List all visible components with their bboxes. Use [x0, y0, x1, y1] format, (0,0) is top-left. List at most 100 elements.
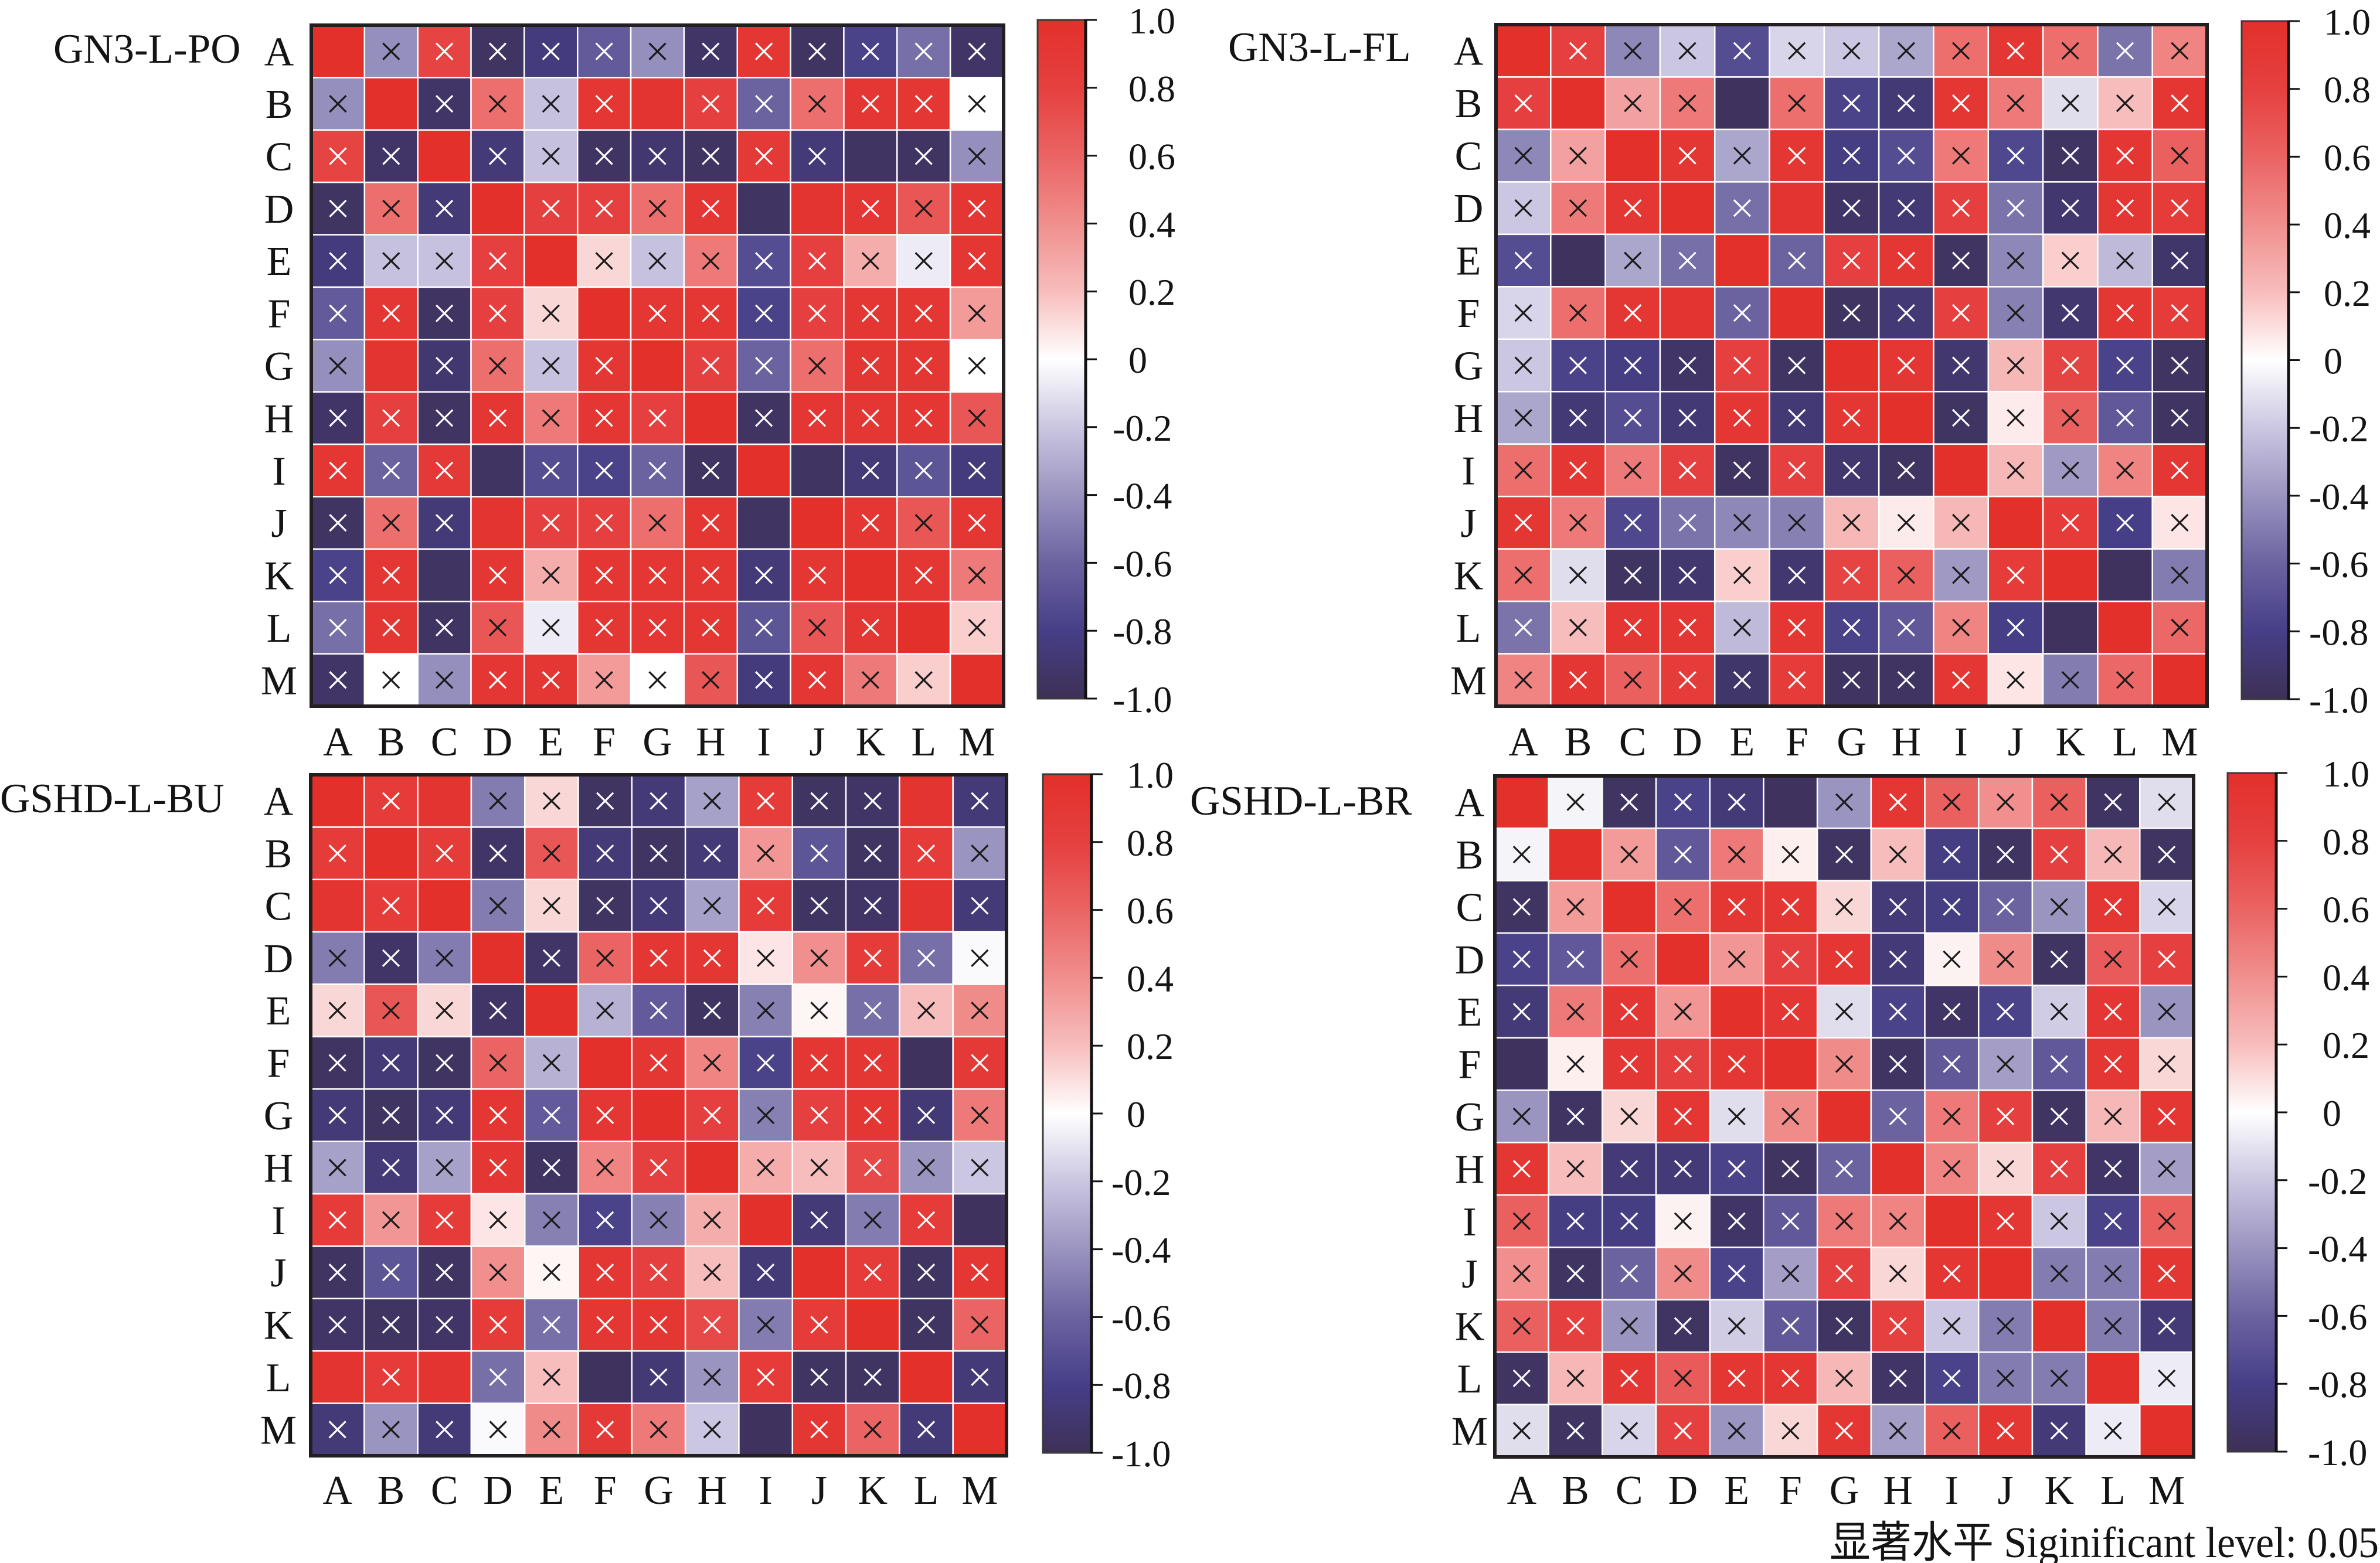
not-significant-x-icon [863, 844, 882, 863]
not-significant-x-icon [702, 356, 720, 375]
not-significant-x-icon [542, 461, 560, 479]
row-label: G [264, 1094, 294, 1139]
not-significant-x-icon [382, 1002, 400, 1020]
not-significant-x-icon [1897, 356, 1915, 374]
not-significant-x-icon [1943, 1317, 1961, 1335]
not-significant-x-icon [1781, 1212, 1800, 1230]
row-label: J [271, 501, 287, 546]
not-significant-x-icon [328, 844, 346, 863]
not-significant-x-icon [2171, 147, 2189, 165]
not-significant-x-icon [595, 42, 613, 60]
not-significant-x-icon [755, 304, 773, 322]
not-significant-x-icon [1674, 793, 1692, 811]
not-significant-x-icon [914, 566, 933, 584]
not-significant-x-icon [1835, 793, 1854, 811]
not-significant-x-icon [650, 949, 668, 967]
not-significant-x-icon [861, 252, 880, 270]
not-significant-x-icon [1951, 513, 1970, 532]
not-significant-x-icon [863, 1002, 882, 1020]
column-label: F [1786, 720, 1808, 765]
heatmap-cell [1713, 233, 1770, 288]
colorbar-tick-label: -0.8 [1111, 1365, 1171, 1407]
heatmap-cell [952, 1402, 1008, 1457]
heatmap-cell [1977, 1194, 2034, 1248]
colorbar-tick-label: 1.0 [2323, 753, 2369, 795]
not-significant-x-icon [1512, 1107, 1531, 1126]
not-significant-x-icon [2104, 950, 2122, 968]
not-significant-x-icon [2104, 1212, 2122, 1230]
row-label: J [270, 1251, 286, 1296]
row-label: I [271, 1198, 285, 1244]
row-label: K [264, 1303, 294, 1349]
heatmap-cell [310, 1350, 365, 1404]
heatmap-cell [310, 774, 365, 828]
not-significant-x-icon [914, 199, 933, 217]
heatmap-cell [630, 339, 685, 393]
not-significant-x-icon [1624, 566, 1642, 584]
heatmap-cell [363, 826, 419, 881]
heatmap-cell [470, 496, 525, 550]
not-significant-x-icon [1842, 566, 1861, 584]
not-significant-x-icon [703, 1002, 721, 1020]
column-label: I [757, 720, 771, 765]
not-significant-x-icon [917, 1421, 936, 1439]
column-label: C [431, 720, 458, 765]
colorbar-tick-label: 0 [2324, 340, 2342, 382]
not-significant-x-icon [1897, 42, 1915, 60]
not-significant-x-icon [382, 1106, 400, 1125]
heatmap-cell [417, 774, 472, 828]
not-significant-x-icon [382, 897, 400, 915]
not-significant-x-icon [917, 1002, 936, 1020]
colorbar-tick-label: 0.4 [1127, 958, 1174, 999]
not-significant-x-icon [2116, 147, 2134, 165]
heatmap-cell [363, 339, 419, 393]
not-significant-x-icon [542, 1211, 561, 1229]
not-significant-x-icon [2116, 42, 2134, 60]
not-significant-x-icon [1728, 950, 1746, 968]
not-significant-x-icon [702, 42, 720, 60]
colorbar-tick-label: 0 [1128, 339, 1147, 381]
not-significant-x-icon [542, 304, 560, 322]
not-significant-x-icon [595, 199, 613, 217]
not-significant-x-icon [2050, 1212, 2068, 1230]
not-significant-x-icon [2116, 199, 2134, 217]
heatmap-cell [577, 1350, 633, 1404]
not-significant-x-icon [595, 671, 613, 689]
heatmap-cell [738, 1402, 794, 1457]
not-significant-x-icon [1733, 356, 1752, 374]
not-significant-x-icon [595, 566, 613, 584]
heatmap-cell [1823, 495, 1880, 550]
not-significant-x-icon [968, 94, 986, 113]
not-significant-x-icon [488, 566, 507, 584]
not-significant-x-icon [542, 147, 560, 165]
not-significant-x-icon [1943, 1160, 1961, 1178]
not-significant-x-icon [2061, 408, 2079, 427]
column-label: E [539, 1468, 565, 1513]
row-label: G [1454, 344, 1484, 389]
not-significant-x-icon [968, 356, 986, 375]
column-label: F [1779, 1468, 1802, 1513]
not-significant-x-icon [914, 94, 933, 113]
column-label: G [644, 1468, 674, 1513]
colorbar-tick-label: 1.0 [1128, 0, 1175, 42]
not-significant-x-icon [329, 409, 347, 427]
heatmap-frame [309, 773, 1008, 1458]
heatmap-cell [1769, 286, 1825, 340]
not-significant-x-icon [2116, 671, 2134, 689]
not-significant-x-icon [488, 252, 507, 270]
not-significant-x-icon [542, 671, 560, 689]
not-significant-x-icon [648, 304, 667, 322]
heatmap-cell [631, 1088, 686, 1142]
not-significant-x-icon [1620, 1369, 1638, 1388]
row-label: M [260, 1408, 297, 1453]
not-significant-x-icon [650, 1316, 668, 1334]
not-significant-x-icon [1788, 408, 1806, 427]
not-significant-x-icon [1620, 1422, 1638, 1440]
not-significant-x-icon [755, 94, 773, 113]
not-significant-x-icon [1889, 898, 1907, 916]
not-significant-x-icon [702, 566, 720, 584]
not-significant-x-icon [914, 356, 933, 375]
not-significant-x-icon [1569, 356, 1587, 374]
column-label: M [2148, 1468, 2185, 1513]
not-significant-x-icon [596, 792, 614, 810]
